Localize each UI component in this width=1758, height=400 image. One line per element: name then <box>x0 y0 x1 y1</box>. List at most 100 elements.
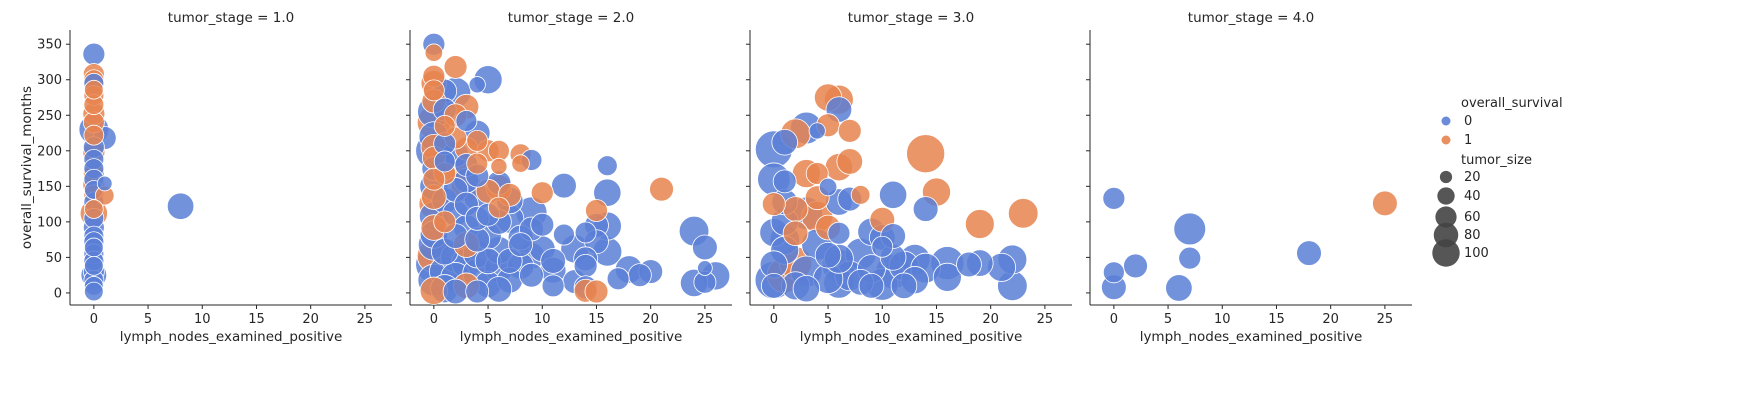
data-point <box>530 212 555 237</box>
data-point <box>692 234 718 261</box>
legend-size-label: 20 <box>1464 170 1481 185</box>
data-point <box>805 162 829 185</box>
x-tick-label: 20 <box>982 312 999 327</box>
data-point <box>808 122 826 140</box>
facet-panel-1: tumor_stage = 1.00 5 10 15 20 250501001502002… <box>19 10 392 345</box>
data-point <box>1178 246 1202 270</box>
data-point <box>84 256 104 276</box>
x-tick-label: 10 <box>194 312 211 327</box>
points-group <box>78 42 195 302</box>
data-point <box>466 129 489 152</box>
data-point <box>464 226 491 253</box>
y-tick-label: 100 <box>37 215 62 230</box>
legend-size-label: 60 <box>1464 210 1481 225</box>
data-point <box>540 248 566 274</box>
x-tick-label: 5 <box>824 312 832 327</box>
data-point <box>593 178 622 207</box>
y-tick-label: 200 <box>37 144 62 159</box>
data-point <box>649 176 674 202</box>
data-point <box>442 278 469 305</box>
data-point <box>574 221 597 244</box>
data-point <box>814 241 842 269</box>
legend-hue-title: overall_survival <box>1461 96 1563 111</box>
data-point <box>424 43 444 62</box>
x-tick-label: 25 <box>697 312 714 327</box>
points-group <box>1101 186 1398 302</box>
legend-size-marker <box>1439 170 1453 184</box>
data-point <box>858 272 885 299</box>
x-tick-label: 15 <box>248 312 265 327</box>
x-tick-label: 0 <box>770 312 778 327</box>
points-group <box>415 32 731 305</box>
x-tick-label: 15 <box>1268 312 1285 327</box>
data-point <box>166 192 195 220</box>
data-point <box>585 199 608 222</box>
data-point <box>964 209 995 239</box>
data-point <box>584 279 609 304</box>
x-tick-label: 5 <box>1164 312 1172 327</box>
data-point <box>433 115 456 137</box>
data-point <box>772 169 797 194</box>
facet-panel-4: tumor_stage = 4.0 0 5 10 15 20 25 lymph_nodes_e… <box>1086 10 1412 345</box>
facet-title: tumor_stage = 2.0 <box>508 10 634 26</box>
data-point <box>490 157 508 175</box>
x-axis-label: lymph_nodes_examined_positive <box>460 329 683 345</box>
data-point <box>956 251 982 278</box>
data-point <box>551 172 577 199</box>
data-point <box>818 177 838 197</box>
data-point <box>487 196 510 219</box>
legend-size-label: 80 <box>1464 228 1481 243</box>
y-tick-label: 150 <box>37 180 62 195</box>
legend-hue-label: 1 <box>1464 133 1472 148</box>
data-point <box>466 152 489 175</box>
data-point <box>1102 261 1125 284</box>
legend-hue-label: 0 <box>1464 114 1472 129</box>
data-point <box>906 134 946 174</box>
x-tick-label: 5 <box>144 312 152 327</box>
x-axis-label: lymph_nodes_examined_positive <box>1140 329 1363 345</box>
legend: overall_survival 0 1 tumor_size 20 40 60 80 100 <box>1432 96 1563 267</box>
facet-panel-2: tumor_stage = 2.0 0 5 10 15 20 25 lymph_nodes_e… <box>406 10 732 345</box>
x-tick-label: 10 <box>534 312 551 327</box>
legend-size-marker <box>1432 239 1460 267</box>
x-tick-label: 25 <box>1037 312 1054 327</box>
data-point <box>837 118 862 143</box>
x-tick-label: 10 <box>1214 312 1231 327</box>
data-point <box>553 223 575 246</box>
data-point <box>850 185 871 205</box>
data-point <box>1165 274 1193 302</box>
x-tick-label: 10 <box>874 312 891 327</box>
data-point <box>443 55 468 79</box>
data-point <box>530 181 554 205</box>
data-point <box>422 79 445 102</box>
data-point <box>96 175 113 192</box>
data-point <box>1372 190 1398 217</box>
data-point <box>627 263 652 288</box>
data-point <box>932 262 962 292</box>
facet-panel-3: tumor_stage = 3.0 0 5 10 15 20 25 lymph_nodes_e… <box>746 10 1072 345</box>
x-tick-label: 25 <box>1377 312 1394 327</box>
points-group <box>754 83 1039 303</box>
data-point <box>519 262 544 288</box>
y-tick-label: 0 <box>54 286 62 301</box>
data-point <box>84 79 104 100</box>
data-point <box>84 199 104 219</box>
data-point <box>1123 253 1148 279</box>
x-tick-label: 0 <box>90 312 98 327</box>
y-tick-label: 300 <box>37 73 62 88</box>
data-point <box>468 76 486 94</box>
legend-hue-marker <box>1441 116 1451 126</box>
facet-title: tumor_stage = 4.0 <box>1188 10 1314 26</box>
legend-size-marker <box>1437 187 1455 205</box>
data-point <box>83 124 105 146</box>
data-point <box>782 196 809 222</box>
x-tick-label: 0 <box>1110 312 1118 327</box>
legend-size-title: tumor_size <box>1461 153 1532 168</box>
y-tick-label: 50 <box>45 251 62 266</box>
legend-size-label: 100 <box>1464 246 1489 261</box>
x-tick-label: 0 <box>430 312 438 327</box>
data-point <box>82 42 106 66</box>
data-point <box>84 281 104 302</box>
data-point <box>1102 186 1126 210</box>
